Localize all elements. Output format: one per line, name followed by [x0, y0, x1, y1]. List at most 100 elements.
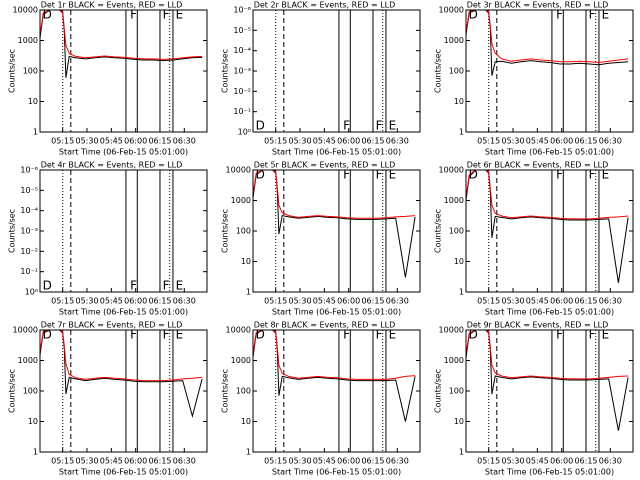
x-tick-label: 05:45: [100, 137, 123, 146]
plot-frame: [252, 329, 421, 453]
panel: Det 5r BLACK = Events, RED = LLD Start Ti…: [221, 161, 421, 317]
panel-title: Det 7r BLACK = Events, RED = LLD: [41, 321, 183, 330]
x-tick-label: 05:45: [313, 297, 336, 306]
y-tick-label: 10⁰: [25, 288, 38, 297]
y-tick-label: 100: [23, 387, 38, 396]
event-label: D: [43, 328, 52, 342]
y-tick-label: 1: [459, 128, 464, 137]
y-tick-label: 1000: [444, 356, 464, 365]
event-label: F: [163, 8, 170, 22]
y-axis-label: Counts/sec: [221, 49, 230, 93]
y-tick-label: 1: [459, 288, 464, 297]
y-axis-label: Counts/sec: [221, 369, 230, 413]
x-tick-label: 06:00: [337, 457, 360, 466]
event-label: E: [176, 328, 184, 342]
x-tick-label: 05:15: [477, 457, 500, 466]
data-line: [252, 169, 416, 278]
event-label: F: [376, 328, 383, 342]
data-line: [465, 169, 629, 220]
event-label: E: [176, 279, 184, 293]
y-tick-label: 10: [454, 257, 464, 266]
x-tick-label: 05:30: [501, 137, 524, 146]
y-tick-label: 100: [449, 387, 464, 396]
x-tick-label: 05:45: [313, 137, 336, 146]
x-tick-label: 06:30: [386, 297, 409, 306]
y-tick-label: 10: [241, 257, 251, 266]
x-tick-label: 05:45: [100, 457, 123, 466]
y-axis-label: Counts/sec: [221, 209, 230, 253]
x-axis-label: Start Time (06-Feb-15 05:01:00): [485, 308, 614, 317]
event-label: F: [130, 328, 137, 342]
x-tick-label: 05:15: [51, 457, 74, 466]
y-tick-label: 1000: [231, 356, 251, 365]
y-tick-label: 10⁰: [238, 128, 251, 137]
x-tick-label: 05:30: [288, 297, 311, 306]
y-tick-label: 10⁻⁵: [233, 26, 251, 35]
panel-title: Det 5r BLACK = Events, RED = LLD: [254, 161, 396, 170]
y-tick-label: 100: [236, 227, 251, 236]
x-tick-label: 06:15: [361, 297, 384, 306]
x-tick-label: 05:15: [51, 137, 74, 146]
x-tick-label: 05:30: [501, 457, 524, 466]
event-label: E: [389, 119, 397, 133]
panel: Det 4r BLACK = Events, RED = LLD Start Ti…: [8, 161, 208, 317]
event-label: D: [43, 8, 52, 22]
y-tick-label: 10000: [13, 326, 38, 335]
x-tick-label: 06:15: [148, 297, 171, 306]
x-tick-label: 05:30: [75, 137, 98, 146]
event-label: D: [43, 279, 52, 293]
x-axis-label: Start Time (06-Feb-15 05:01:00): [272, 468, 401, 477]
event-label: D: [256, 119, 265, 133]
y-axis-label: Counts/sec: [8, 369, 17, 413]
event-label: E: [602, 8, 610, 22]
y-tick-label: 1: [246, 288, 251, 297]
event-label: F: [343, 119, 350, 133]
x-tick-label: 05:30: [75, 297, 98, 306]
y-tick-label: 10⁻³: [233, 67, 251, 76]
y-tick-label: 10⁻¹: [20, 267, 38, 276]
event-label: E: [602, 328, 610, 342]
y-tick-label: 10: [28, 97, 38, 106]
x-tick-label: 05:30: [288, 457, 311, 466]
x-tick-label: 05:15: [264, 297, 287, 306]
y-axis-label: Counts/sec: [434, 49, 443, 93]
event-label: F: [343, 328, 350, 342]
data-line: [39, 329, 203, 419]
y-tick-label: 10000: [13, 6, 38, 15]
x-tick-label: 06:15: [361, 137, 384, 146]
x-axis-label: Start Time (06-Feb-15 05:01:00): [272, 148, 401, 157]
data-line: [465, 329, 629, 380]
x-tick-label: 05:45: [313, 457, 336, 466]
plot-frame: [465, 169, 634, 293]
y-tick-label: 10⁻¹: [233, 107, 251, 116]
x-tick-label: 06:30: [599, 457, 622, 466]
panel: Det 6r BLACK = Events, RED = LLD Start Ti…: [434, 161, 634, 317]
y-axis-label: Counts/sec: [8, 49, 17, 93]
plot-frame: [465, 9, 634, 133]
event-label: F: [376, 168, 383, 182]
x-tick-label: 06:00: [124, 297, 147, 306]
plot-frame: [252, 169, 421, 293]
x-axis-label: Start Time (06-Feb-15 05:01:00): [272, 308, 401, 317]
panel-title: Det 8r BLACK = Events, RED = LLD: [254, 321, 396, 330]
x-axis-label: Start Time (06-Feb-15 05:01:00): [59, 468, 188, 477]
y-axis-label: Counts/sec: [8, 209, 17, 253]
y-tick-label: 10000: [226, 166, 251, 175]
data-line: [252, 329, 416, 422]
panel: Det 7r BLACK = Events, RED = LLD Start Ti…: [8, 321, 208, 477]
panel-title: Det 6r BLACK = Events, RED = LLD: [467, 161, 609, 170]
x-tick-label: 05:30: [288, 137, 311, 146]
x-tick-label: 05:15: [264, 137, 287, 146]
data-line: [465, 9, 629, 76]
data-line: [39, 329, 203, 382]
plot-frame: [39, 329, 208, 453]
x-tick-label: 05:15: [264, 457, 287, 466]
y-tick-label: 10⁻²: [20, 247, 38, 256]
x-tick-label: 06:00: [337, 297, 360, 306]
y-tick-label: 10000: [226, 326, 251, 335]
x-tick-label: 06:00: [124, 137, 147, 146]
y-tick-label: 10000: [439, 326, 464, 335]
